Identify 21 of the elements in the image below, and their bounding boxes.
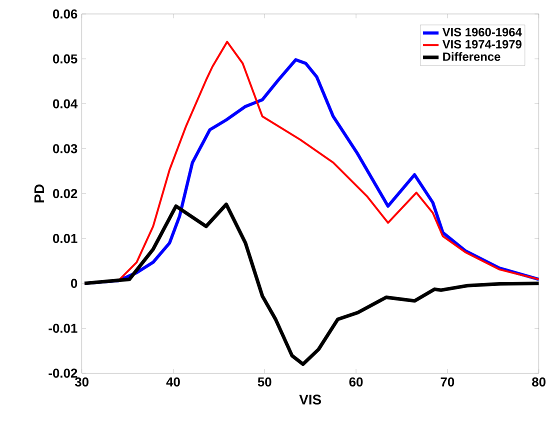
x-tick-label: 80 xyxy=(532,377,546,386)
y-tick-label: 0.06 xyxy=(53,9,78,19)
legend-label: VIS 1974-1979 xyxy=(442,40,522,48)
x-axis-title: VIS xyxy=(299,394,322,405)
y-tick-label: 0.02 xyxy=(53,188,78,198)
legend-label: VIS 1960-1964 xyxy=(442,28,522,36)
y-tick-label: 0.01 xyxy=(53,234,78,244)
y-tick-label: 0.05 xyxy=(53,54,78,64)
y-tick-label: 0 xyxy=(70,278,78,288)
legend-label: Difference xyxy=(443,52,500,61)
x-tick-label: 40 xyxy=(166,377,180,386)
y-tick-label: -0.02 xyxy=(48,368,78,378)
x-tick-label: 60 xyxy=(349,377,363,386)
x-tick-label: 50 xyxy=(258,377,272,386)
y-tick-label: -0.01 xyxy=(48,324,78,333)
y-tick-label: 0.03 xyxy=(53,144,78,154)
y-axis-title: PD xyxy=(34,184,44,202)
y-tick-label: 0.04 xyxy=(53,99,78,108)
line-series xyxy=(82,202,539,366)
x-tick-label: 30 xyxy=(74,377,88,386)
x-tick-label: 70 xyxy=(440,377,454,386)
